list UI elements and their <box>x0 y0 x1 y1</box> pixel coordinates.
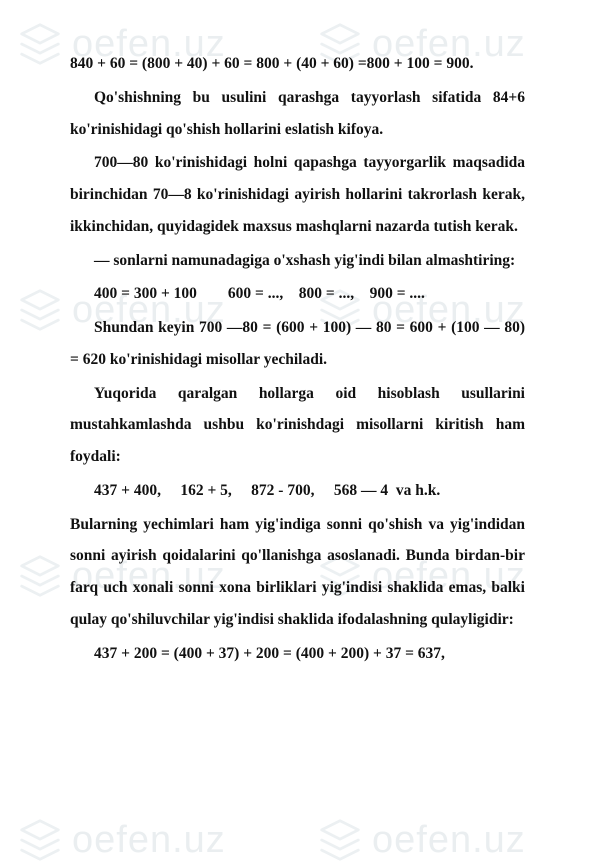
paragraph: Qo'shishning bu usulini qarashga tayyorl… <box>70 82 525 146</box>
page-content: 840 + 60 = (800 + 40) + 60 = 800 + (40 +… <box>0 0 595 720</box>
layers-icon <box>18 818 62 862</box>
paragraph: — sonlarni namunadagiga o'xshash yig'ind… <box>70 245 525 277</box>
paragraph: 437 + 200 = (400 + 37) + 200 = (400 + 20… <box>70 638 525 670</box>
paragraph: 700—80 ko'rinishidagi holni qapashga tay… <box>70 147 525 242</box>
watermark: oefen.uz <box>18 818 226 862</box>
paragraph: 437 + 400, 162 + 5, 872 - 700, 568 — 4 v… <box>70 475 525 507</box>
watermark: oefen.uz <box>318 818 526 862</box>
paragraph: Shundan keyin 700 —80 = (600 + 100) — 80… <box>70 312 525 376</box>
paragraph: 840 + 60 = (800 + 40) + 60 = 800 + (40 +… <box>70 48 525 80</box>
paragraph: Yuqorida qaralgan hollarga oid hisoblash… <box>70 378 525 473</box>
watermark-text: oefen.uz <box>372 819 526 862</box>
layers-icon <box>318 818 362 862</box>
paragraph: Bularning yechimlari ham yig'indiga sonn… <box>70 509 525 636</box>
watermark-text: oefen.uz <box>72 819 226 862</box>
paragraph: 400 = 300 + 100 600 = ..., 800 = ..., 90… <box>70 278 525 310</box>
